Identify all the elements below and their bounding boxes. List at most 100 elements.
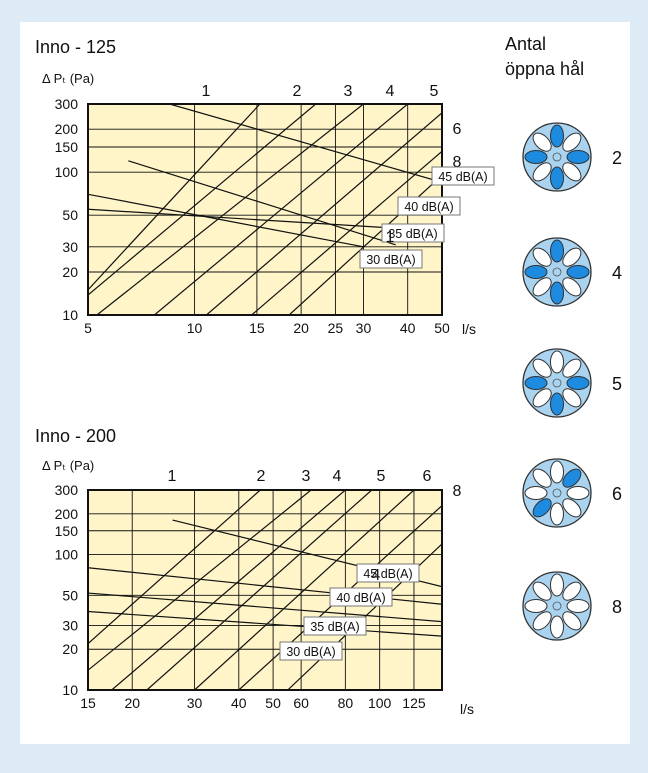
- closed-hole: [566, 486, 590, 500]
- series-label: 5: [377, 468, 386, 485]
- series-label: 8: [453, 154, 462, 171]
- series-label: 3: [302, 468, 311, 485]
- x-tick-label: 5: [84, 320, 92, 336]
- plot-area: [88, 104, 442, 315]
- y-tick-label: 100: [55, 547, 79, 563]
- chart-inno-200: 15 20 30 40 50 60 80 100 12510203050100150200300…: [55, 468, 474, 717]
- series-label: 2: [257, 468, 266, 485]
- valve-center: [552, 267, 562, 277]
- closed-hole: [562, 581, 582, 601]
- open-hole: [566, 265, 590, 279]
- y-tick-label: 200: [55, 506, 79, 522]
- sound-level-line: [88, 610, 442, 637]
- sound-level-label-box: [381, 223, 445, 243]
- closed-hole: [562, 358, 582, 378]
- closed-hole: [532, 468, 552, 488]
- series-line-4: [146, 490, 373, 690]
- annotation-label: 4: [372, 567, 381, 584]
- sound-level-label-box: [431, 166, 495, 186]
- closed-hole: [562, 162, 582, 182]
- x-tick-label: 80: [338, 695, 354, 711]
- x-tick-label: 50: [265, 695, 281, 711]
- chart-title-125: Inno - 125: [35, 37, 116, 57]
- valve-count-label: 6: [612, 484, 622, 504]
- open-hole: [532, 498, 552, 518]
- valve-count-label: 8: [612, 597, 622, 617]
- series-label: 6: [423, 468, 432, 485]
- series-line-1: [88, 490, 261, 645]
- closed-hole: [532, 611, 552, 631]
- sound-level-line: [169, 104, 442, 183]
- open-hole: [550, 166, 564, 190]
- y-tick-label: 30: [62, 239, 78, 255]
- series-line-1: [88, 104, 261, 291]
- closed-hole: [550, 350, 564, 374]
- y-tick-label: 10: [62, 682, 78, 698]
- series-label: 1: [202, 83, 211, 100]
- x-axis-label: l/s: [460, 701, 474, 717]
- valve-count-label: 2: [612, 148, 622, 168]
- valve-icon-4: 4: [522, 237, 622, 307]
- series-line-3: [96, 104, 364, 315]
- x-tick-label: 15: [249, 320, 265, 336]
- series-label: 3: [344, 83, 353, 100]
- series-line-5: [206, 112, 442, 315]
- y-tick-label: 20: [62, 264, 78, 280]
- open-hole: [550, 281, 564, 305]
- closed-hole: [532, 581, 552, 601]
- y-tick-label: 150: [55, 139, 79, 155]
- valve-icon-2: 2: [522, 122, 622, 192]
- x-axis-label: l/s: [462, 321, 476, 337]
- annotation-label: 1: [386, 229, 395, 246]
- open-hole: [524, 150, 548, 164]
- sound-level-label: 35 dB(A): [310, 620, 359, 634]
- sound-level-label-box: [303, 616, 367, 636]
- sound-level-label-box: [359, 249, 423, 269]
- series-label: 4: [386, 83, 395, 100]
- series-label: 8: [453, 483, 462, 500]
- closed-hole: [532, 277, 552, 297]
- open-hole: [550, 239, 564, 263]
- chart-title-200: Inno - 200: [35, 426, 116, 446]
- sound-level-label: 30 dB(A): [366, 253, 415, 267]
- open-hole: [524, 265, 548, 279]
- series-line-2: [88, 104, 317, 296]
- closed-hole: [562, 498, 582, 518]
- closed-hole: [566, 599, 590, 613]
- closed-hole: [562, 132, 582, 152]
- x-tick-label: 125: [402, 695, 426, 711]
- sound-level-label: 35 dB(A): [388, 227, 437, 241]
- series-label: 1: [168, 468, 177, 485]
- open-hole: [562, 468, 582, 488]
- valve-center: [552, 152, 562, 162]
- closed-hole: [524, 486, 548, 500]
- x-tick-label: 100: [368, 695, 392, 711]
- series-label: 5: [430, 83, 439, 100]
- valve-count-label: 4: [612, 263, 622, 283]
- sound-level-label-box: [356, 563, 420, 583]
- open-hole: [550, 392, 564, 416]
- legend-title-line2: öppna hål: [505, 59, 584, 79]
- closed-hole: [550, 460, 564, 484]
- series-label: 6: [453, 121, 462, 138]
- sound-level-label: 30 dB(A): [286, 645, 335, 659]
- sound-level-label-box: [279, 641, 343, 661]
- legend-title-line1: Antal: [505, 34, 546, 54]
- series-line-2: [88, 490, 312, 671]
- x-tick-label: 30: [356, 320, 372, 336]
- series-line-6: [251, 150, 442, 315]
- valve-center: [552, 378, 562, 388]
- y-tick-label: 50: [62, 207, 78, 223]
- sound-level-line: [88, 193, 364, 248]
- sound-level-label: 40 dB(A): [404, 200, 453, 214]
- sound-level-label: 40 dB(A): [336, 591, 385, 605]
- x-tick-label: 10: [187, 320, 203, 336]
- y-tick-label: 150: [55, 523, 79, 539]
- closed-hole: [550, 615, 564, 639]
- closed-hole: [532, 132, 552, 152]
- closed-hole: [562, 247, 582, 267]
- open-holes-legend: 2 4 5 6 8: [522, 122, 622, 641]
- sound-level-label-box: [329, 587, 393, 607]
